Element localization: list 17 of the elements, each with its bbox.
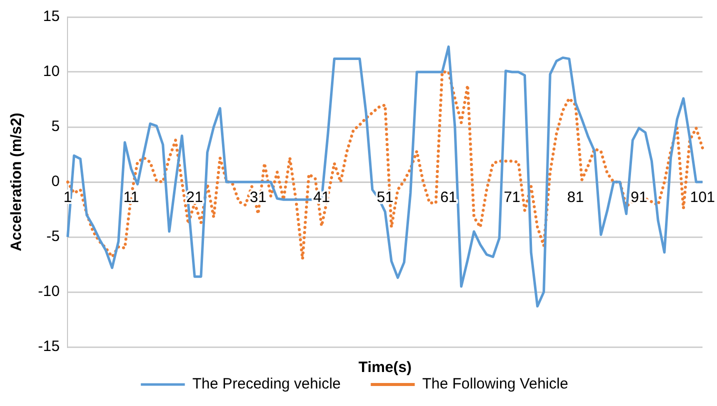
legend-label: The Following Vehicle bbox=[422, 376, 568, 393]
y-tick-label: -10 bbox=[38, 283, 60, 300]
y-tick-label: 10 bbox=[42, 63, 60, 80]
x-tick-label: 31 bbox=[250, 189, 266, 206]
x-axis-title: Time(s) bbox=[358, 359, 412, 376]
x-tick-label: 11 bbox=[123, 189, 139, 206]
y-tick-label: -5 bbox=[46, 228, 60, 246]
y-axis-title: Acceleration (m/s2) bbox=[8, 112, 26, 252]
legend-label: The Preceding vehicle bbox=[192, 376, 341, 393]
y-tick-label: 15 bbox=[42, 8, 60, 26]
y-tick-label: 0 bbox=[51, 173, 60, 190]
x-tick-label: 61 bbox=[440, 189, 457, 206]
x-tick-label: 81 bbox=[567, 189, 584, 206]
y-tick-label: 5 bbox=[51, 118, 60, 136]
y-tick-label: -15 bbox=[38, 338, 60, 356]
x-tick-label: 101 bbox=[690, 189, 715, 206]
x-tick-label: 71 bbox=[504, 189, 520, 206]
